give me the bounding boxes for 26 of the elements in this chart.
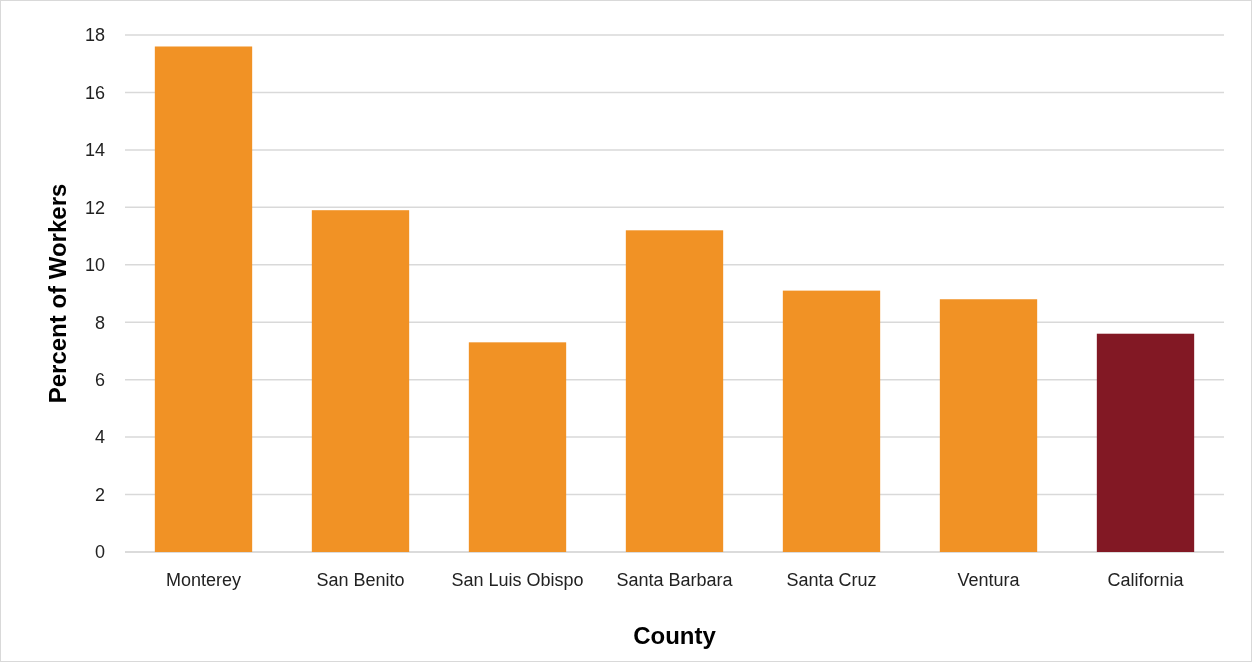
y-tick-label: 10 — [84, 255, 105, 276]
y-tick-label: 2 — [94, 484, 105, 505]
y-tick-label: 8 — [94, 312, 105, 333]
bar — [468, 342, 567, 552]
bar — [154, 46, 253, 552]
x-tick-label: Santa Barbara — [616, 570, 734, 590]
x-tick-label: Ventura — [957, 570, 1021, 590]
bar — [311, 210, 410, 552]
y-tick-label: 18 — [84, 25, 105, 46]
y-tick-label: 12 — [84, 197, 105, 218]
x-tick-label: Monterey — [165, 570, 242, 590]
x-tick-label: California — [1107, 570, 1185, 590]
y-axis-title: Percent of Workers — [44, 183, 71, 404]
y-tick-label: 16 — [84, 82, 105, 103]
x-tick-label: San Luis Obispo — [451, 570, 584, 590]
bar — [625, 230, 724, 552]
x-tick-label: Santa Cruz — [786, 570, 877, 590]
y-tick-label: 6 — [94, 369, 105, 390]
bar — [1096, 333, 1195, 552]
x-axis-title: County — [633, 622, 717, 649]
x-tick-label: San Benito — [316, 570, 405, 590]
bar — [782, 290, 881, 552]
y-tick-label: 4 — [94, 427, 105, 448]
y-tick-label: 14 — [84, 140, 105, 161]
y-tick-label: 0 — [94, 542, 105, 563]
bar — [939, 299, 1038, 552]
